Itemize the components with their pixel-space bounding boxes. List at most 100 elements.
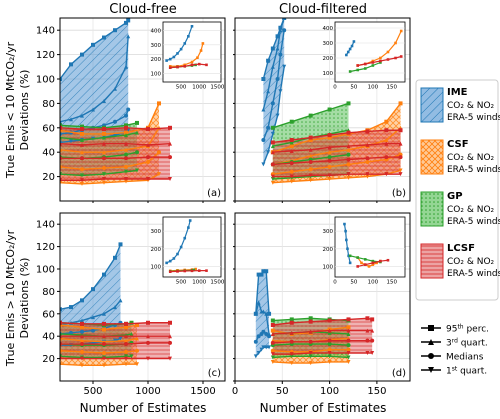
point-ime-median xyxy=(124,113,128,118)
legend-item-gp: GP CO₂ & NO₂ ERA-5 winds xyxy=(420,191,500,227)
point-csf-q1 xyxy=(124,179,128,184)
point-ime-median xyxy=(264,331,269,336)
point-lcsf-q3 xyxy=(370,328,375,333)
line-lcsf-median xyxy=(272,156,401,166)
point-ime-median xyxy=(261,138,266,142)
point-ime-median xyxy=(282,28,287,33)
inset-point-lcsf xyxy=(183,269,187,273)
point-lcsf-median xyxy=(80,156,84,161)
inset-y-tick-label: 200 xyxy=(323,247,334,253)
point-ime-p95 xyxy=(113,28,117,33)
inset-x-tick-label: 0 xyxy=(333,280,337,286)
point-gp-p95 xyxy=(289,119,294,124)
point-lcsf-median xyxy=(146,340,150,345)
point-lcsf-q1 xyxy=(80,178,84,183)
point-csf-p95 xyxy=(80,131,84,136)
point-csf-q1 xyxy=(327,177,332,182)
line-lcsf-q1 xyxy=(272,173,401,178)
point-csf-p95 xyxy=(398,101,403,106)
point-ime-q3 xyxy=(261,309,266,314)
point-lcsf-p95 xyxy=(124,125,128,130)
inset-x-tick-label: 500 xyxy=(176,280,187,286)
point-lcsf-q1 xyxy=(346,351,351,355)
point-ime-q1 xyxy=(259,347,264,352)
point-lcsf-q3 xyxy=(102,141,106,146)
point-ime-q1 xyxy=(275,113,280,118)
inset-point-lcsf xyxy=(386,58,390,61)
point-ime-q1 xyxy=(253,354,258,359)
point-lcsf-q3 xyxy=(346,328,351,333)
y-tick-label: 100 xyxy=(36,75,55,86)
point-csf-q1 xyxy=(80,181,84,186)
point-csf-p95 xyxy=(157,101,161,106)
point-gp-p95 xyxy=(135,120,139,125)
point-csf-p95 xyxy=(80,325,84,330)
marker-legend-symbol xyxy=(428,367,434,373)
point-gp-q1 xyxy=(327,354,332,359)
inset-point-gp xyxy=(371,64,375,67)
line-csf-p95 xyxy=(272,102,402,153)
inset-point-ime xyxy=(187,34,190,38)
point-lcsf-q1 xyxy=(102,177,106,182)
point-gp-q3 xyxy=(80,138,84,142)
point-lcsf-median xyxy=(146,155,150,160)
inset-point-ime xyxy=(348,47,352,51)
inset-point-ime xyxy=(343,222,346,226)
point-lcsf-median xyxy=(327,158,332,163)
marker-legend-label: 95th perc. xyxy=(446,323,489,335)
point-gp-p95 xyxy=(327,107,332,112)
point-ime-q1 xyxy=(261,162,266,167)
point-lcsf-median xyxy=(346,157,351,162)
line-lcsf-median xyxy=(60,156,170,159)
inset-point-ime xyxy=(190,24,194,28)
point-lcsf-q1 xyxy=(346,172,351,177)
point-lcsf-q3 xyxy=(308,329,313,334)
inset-point-ime xyxy=(168,259,172,263)
point-gp-p95 xyxy=(270,125,275,130)
inset-x-tick-label: 1500 xyxy=(210,280,224,286)
point-lcsf-q1 xyxy=(168,177,172,182)
legend-item-lcsf: LCSF CO₂ & NO₂ ERA-5 winds xyxy=(420,243,500,279)
inset-point-ime xyxy=(183,236,187,240)
panel-c: 20 40 60 80 100 120 140 500 1000 1500 (c) 100 200 300… xyxy=(36,212,226,397)
inset-x-tick-label: 150 xyxy=(387,85,398,91)
marker-legend-symbol xyxy=(428,325,434,331)
legend-swatch-hatch xyxy=(421,244,443,278)
point-csf-q1 xyxy=(157,172,161,177)
point-csf-median xyxy=(80,167,84,172)
panel-label: (d) xyxy=(392,368,406,379)
inset-point-ime xyxy=(179,47,183,51)
inset-b: 100 200 300 400 0 50 100 150 xyxy=(323,21,406,91)
point-lcsf-p95 xyxy=(289,320,294,325)
point-gp-q1 xyxy=(289,354,294,359)
inset-point-lcsf xyxy=(379,259,382,263)
point-csf-q1 xyxy=(135,362,139,367)
point-ime-p95 xyxy=(264,269,269,274)
point-csf-q1 xyxy=(124,362,128,367)
inset-point-lcsf xyxy=(356,265,360,268)
point-gp-q3 xyxy=(102,135,106,140)
point-ime-q3 xyxy=(266,89,271,94)
inset-point-lcsf xyxy=(197,269,201,272)
inset-point-ime xyxy=(345,53,348,57)
point-gp-median xyxy=(346,343,351,348)
point-lcsf-q3 xyxy=(124,141,128,146)
inset-x-tick-label: 100 xyxy=(368,280,379,286)
marker-legend-item-triangle-down: 1st quart. xyxy=(421,365,487,377)
point-csf-p95 xyxy=(289,144,294,149)
point-csf-median xyxy=(124,164,128,169)
point-lcsf-median xyxy=(308,159,313,164)
point-ime-q1 xyxy=(278,89,283,94)
y-tick-label: 120 xyxy=(36,50,55,61)
line-csf-q3 xyxy=(60,127,160,153)
point-lcsf-q1 xyxy=(384,172,389,177)
point-lcsf-q3 xyxy=(346,144,351,149)
point-lcsf-p95 xyxy=(365,129,370,134)
point-csf-median xyxy=(102,166,106,171)
point-csf-median xyxy=(346,162,351,167)
legend-swatch-hatch xyxy=(421,88,443,122)
point-csf-p95 xyxy=(124,130,128,135)
point-lcsf-median xyxy=(80,342,84,347)
point-csf-q1 xyxy=(308,178,313,183)
point-csf-q3 xyxy=(327,150,332,155)
